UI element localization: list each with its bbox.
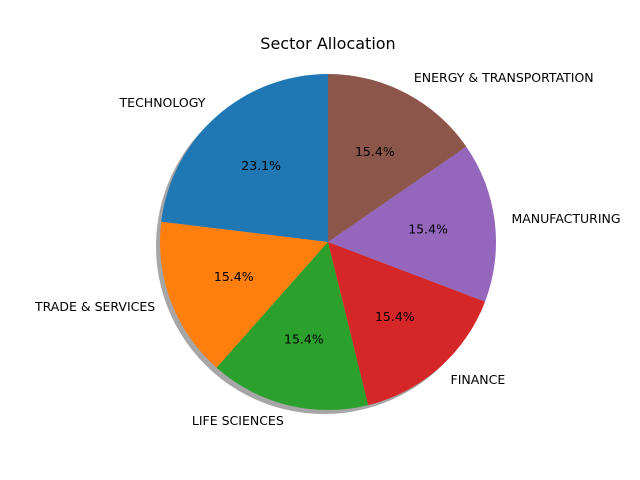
slice-pct-energy-and-transportation: 15.4%: [355, 144, 395, 159]
slice-label-trade-and-services: TRADE & SERVICES: [34, 299, 155, 314]
slice-label-finance: FINANCE: [451, 372, 506, 387]
slice-pct-technology: 23.1%: [241, 158, 281, 173]
slice-pct-life-sciences: 15.4%: [284, 331, 324, 346]
slice-finance: [328, 242, 486, 406]
slice-manufacturing: [328, 146, 496, 302]
slice-label-life-sciences: LIFE SCIENCES: [192, 413, 284, 428]
slice-pct-trade-and-services: 15.4%: [214, 269, 254, 284]
slice-label-manufacturing: MANUFACTURING: [511, 211, 620, 226]
slice-trade-and-services: [160, 221, 328, 368]
slice-pct-finance: 15.4%: [375, 309, 415, 324]
slice-pct-manufacturing: 15.4%: [408, 221, 448, 236]
slice-label-energy-and-transportation: ENERGY & TRANSPORTATION: [414, 70, 594, 85]
slice-technology: [161, 74, 328, 242]
chart-title: Sector Allocation: [260, 34, 395, 53]
slice-energy-and-transportation: [328, 74, 467, 242]
pie-labels: TECHNOLOGY 23.1% TRADE & SERVICES 15.4% LIFE…: [34, 70, 621, 428]
pie-slices: [160, 74, 496, 410]
slice-life-sciences: [216, 242, 369, 410]
slice-label-technology: TECHNOLOGY: [119, 95, 206, 110]
